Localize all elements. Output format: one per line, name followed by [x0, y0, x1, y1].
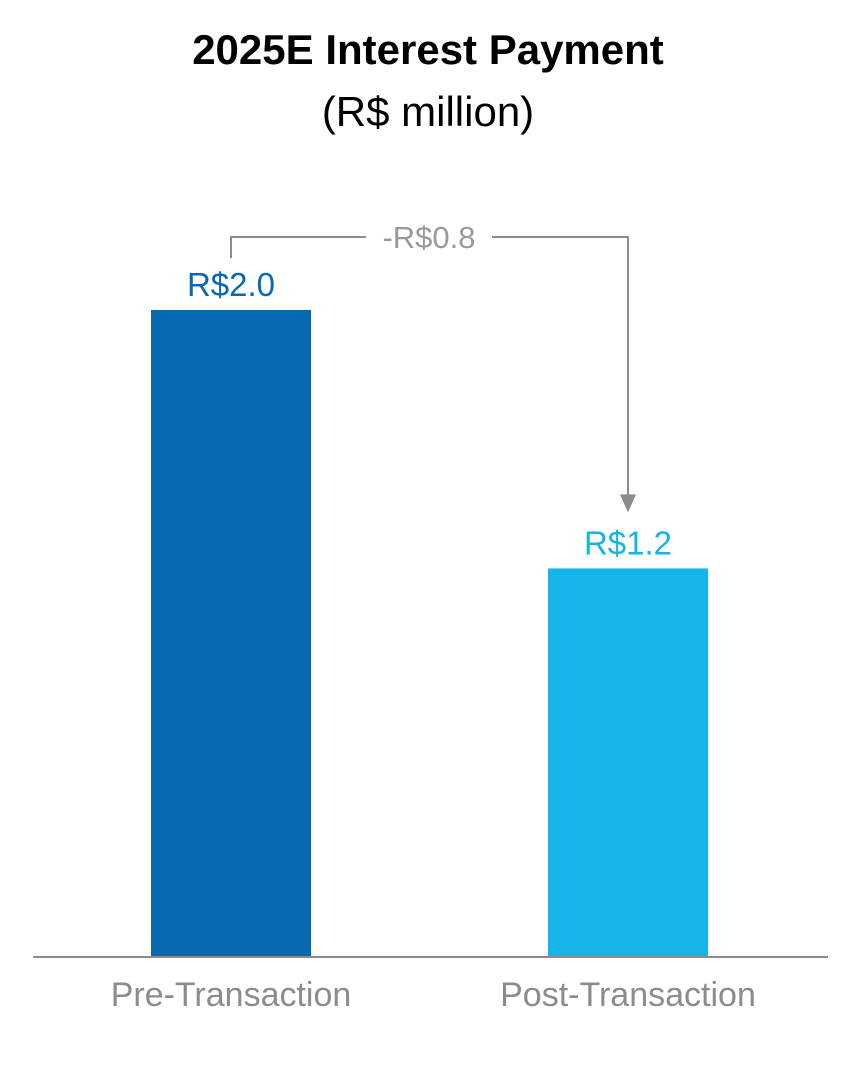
bracket-right-segment — [492, 236, 629, 507]
chart-title: 2025E Interest Payment — [192, 26, 664, 73]
category-tick-label: Post-Transaction — [500, 976, 756, 1014]
bracket-left-segment — [230, 236, 366, 258]
arrow-down-icon — [620, 494, 636, 513]
chart-subtitle: (R$ million) — [322, 88, 534, 135]
bars-layer — [151, 310, 708, 956]
change-label: -R$0.8 — [382, 220, 475, 255]
change-annotation: -R$0.8 — [230, 220, 636, 513]
labels-layer: R$2.0 Pre-Transaction R$1.2 Post-Transactio… — [111, 266, 756, 1014]
data-label: R$2.0 — [187, 266, 275, 303]
bar-post-transaction — [548, 568, 708, 956]
category-tick-label: Pre-Transaction — [111, 976, 352, 1014]
data-label: R$1.2 — [584, 524, 672, 561]
bar-pre-transaction — [151, 310, 311, 956]
